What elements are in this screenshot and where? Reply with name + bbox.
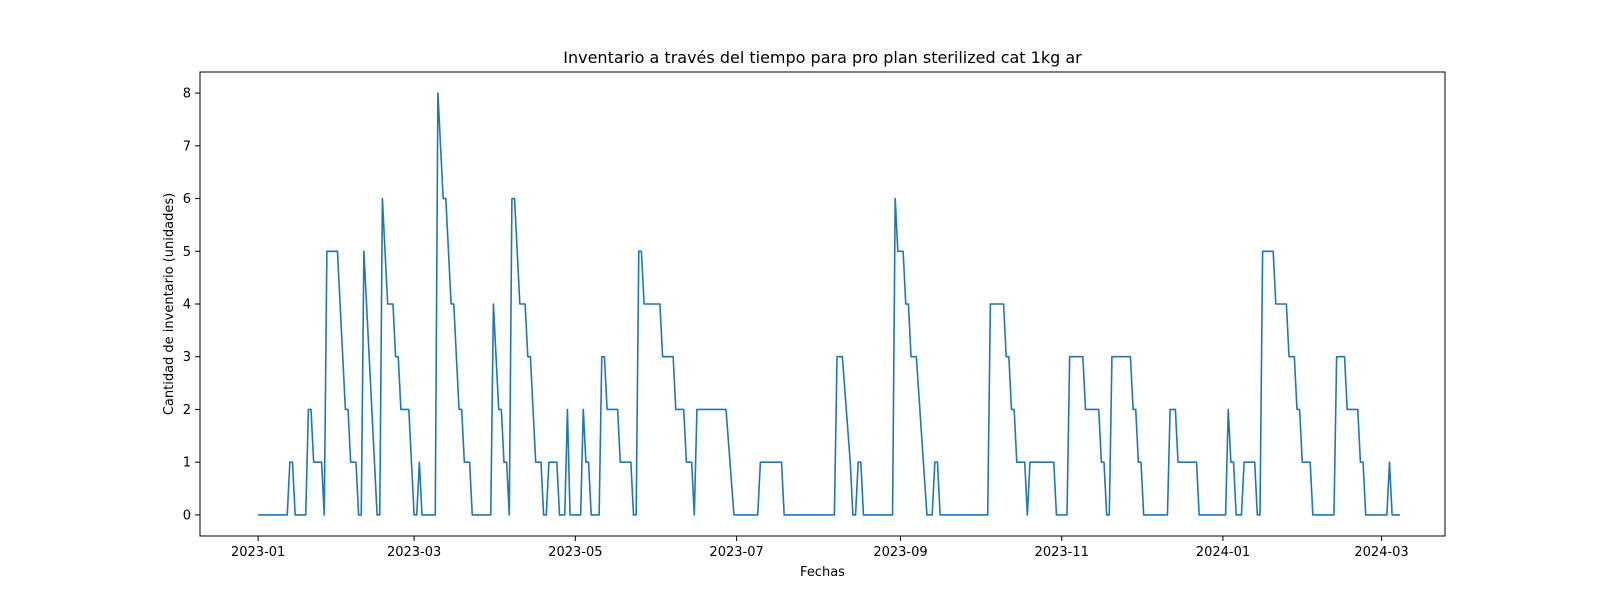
- y-tick-label: 8: [183, 87, 191, 102]
- chart-title: Inventario a través del tiempo para pro …: [563, 48, 1082, 67]
- x-axis-ticks: 2023-01 2023-03 2023-05 2023-07 2023-09 2023-…: [231, 536, 1409, 560]
- y-axis-ticks: 0 1 2 3 4 5 6 7 8: [183, 87, 200, 523]
- x-tick-label: 2023-11: [1035, 545, 1089, 560]
- plot-frame: [199, 71, 1446, 537]
- x-tick-label: 2023-07: [709, 545, 763, 560]
- x-tick-label: 2023-01: [231, 545, 285, 560]
- y-tick-label: 7: [183, 139, 191, 154]
- x-tick-label: 2023-03: [387, 545, 441, 560]
- inventory-series-line: [258, 92, 1401, 516]
- y-tick-label: 3: [183, 350, 191, 365]
- x-axis-title: Fechas: [800, 565, 845, 580]
- y-tick-label: 2: [183, 403, 191, 418]
- y-tick-label: 1: [183, 456, 191, 471]
- y-tick-label: 4: [183, 298, 191, 313]
- y-tick-label: 5: [183, 245, 191, 260]
- y-tick-label: 0: [183, 508, 191, 523]
- y-axis-title: Cantidad de inventario (unidades): [162, 193, 177, 415]
- x-tick-label: 2024-01: [1196, 545, 1250, 560]
- x-tick-label: 2024-03: [1354, 545, 1408, 560]
- x-tick-label: 2023-05: [548, 545, 602, 560]
- y-tick-label: 6: [183, 192, 191, 207]
- x-tick-label: 2023-09: [873, 545, 927, 560]
